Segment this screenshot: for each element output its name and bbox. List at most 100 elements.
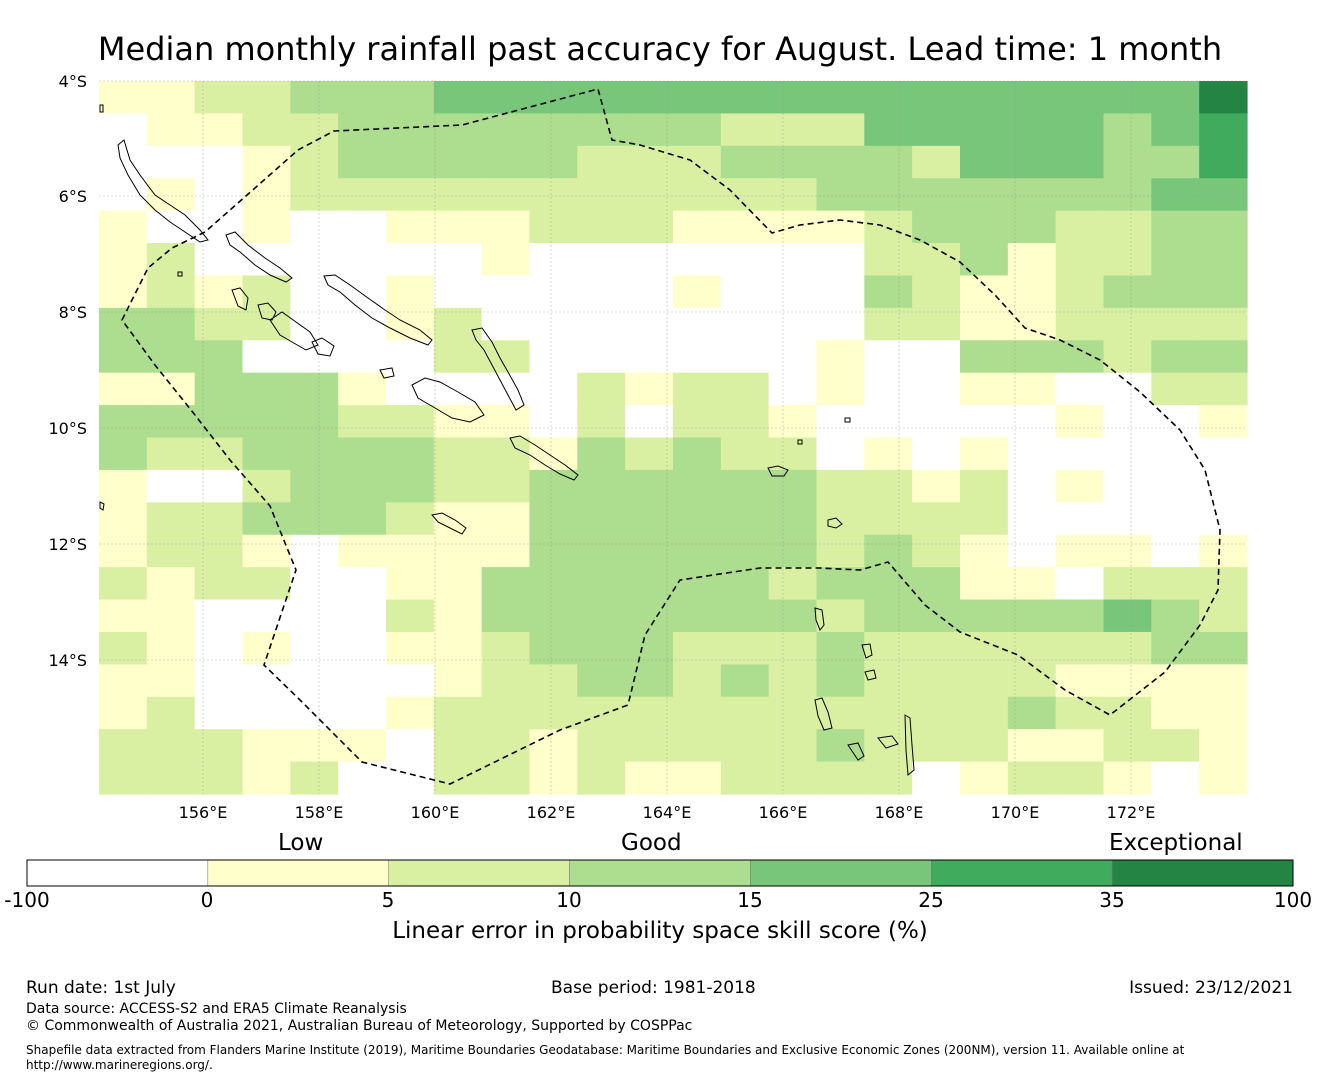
skill-cell (481, 210, 531, 244)
skill-cell (1055, 761, 1105, 795)
skill-cell (673, 437, 722, 471)
skill-cell (338, 178, 387, 212)
skill-cell (1007, 761, 1057, 795)
skill-cell (577, 210, 626, 244)
skill-cell (960, 178, 1009, 212)
skill-cell (864, 210, 913, 244)
skill-cell (290, 372, 339, 406)
skill-cell (1055, 113, 1105, 147)
skill-cell (1007, 178, 1057, 212)
skill-cell (242, 307, 291, 341)
skill-cell (816, 340, 865, 374)
island-outline (117, 139, 209, 243)
skill-cell (386, 437, 435, 471)
latitude-label: 4°S (59, 72, 87, 91)
latitude-label: 10°S (48, 419, 87, 438)
skill-cell (1151, 696, 1200, 730)
island-outlines (99, 104, 915, 777)
data-source: Data source: ACCESS-S2 and ERA5 Climate … (26, 1001, 407, 1017)
skill-cell (146, 113, 196, 147)
skill-cell (1055, 275, 1105, 309)
skill-cell (529, 729, 578, 763)
skill-cell (338, 696, 387, 730)
skill-cell (1199, 502, 1248, 536)
skill-cell (386, 113, 435, 147)
skill-cell (194, 307, 244, 341)
skill-cell (529, 178, 578, 212)
skill-cell (1151, 372, 1200, 406)
skill-cell (242, 696, 291, 730)
skill-cell (433, 761, 483, 795)
skill-cell (912, 761, 961, 795)
skill-cell (1007, 275, 1057, 309)
skill-cell (481, 761, 531, 795)
skill-cell (290, 761, 339, 795)
skill-cell (912, 275, 961, 309)
copyright-notice: © Commonwealth of Australia 2021, Austra… (26, 1018, 693, 1034)
skill-cell (720, 534, 770, 568)
skill-cell (816, 307, 865, 341)
skill-cell (433, 405, 483, 439)
skill-cell (338, 437, 387, 471)
skill-cell (1199, 113, 1248, 147)
island-outline (323, 274, 433, 346)
skill-cell (816, 761, 865, 795)
skill-cell (529, 81, 578, 115)
skill-cell (481, 243, 531, 277)
skill-cell (529, 145, 578, 179)
skill-cell (1007, 696, 1057, 730)
skill-cell (960, 469, 1009, 503)
skill-cell (625, 178, 674, 212)
skill-cell (1007, 729, 1057, 763)
skill-cell (864, 599, 913, 633)
skill-cell (433, 502, 483, 536)
skill-cell (99, 437, 148, 471)
skill-cell (768, 340, 818, 374)
skill-cell (816, 534, 865, 568)
skill-cell (242, 81, 291, 115)
skill-cell (912, 340, 961, 374)
skill-cell (577, 405, 626, 439)
skill-cell (99, 469, 148, 503)
colorbar-swatch (750, 859, 932, 887)
skill-cell (481, 275, 531, 309)
skill-cell (146, 696, 196, 730)
skill-cell (912, 469, 961, 503)
skill-cell (338, 664, 387, 698)
skill-cell (625, 437, 674, 471)
skill-cell (960, 81, 1009, 115)
skill-cell (912, 599, 961, 633)
skill-cell (338, 405, 387, 439)
skill-cell (481, 502, 531, 536)
skill-cell (1103, 113, 1152, 147)
skill-cell (99, 761, 148, 795)
skill-cell (290, 567, 339, 601)
skill-cell (960, 340, 1009, 374)
skill-cell (1055, 145, 1105, 179)
skill-cell (1199, 178, 1248, 212)
skill-cell (1151, 307, 1200, 341)
skill-cell (242, 729, 291, 763)
skill-cell (768, 729, 818, 763)
skill-cell (768, 469, 818, 503)
skill-cell (1103, 307, 1152, 341)
skill-cell (1103, 437, 1152, 471)
skill-cell (720, 405, 770, 439)
skill-cell (386, 696, 435, 730)
skill-cell (864, 81, 913, 115)
skill-cell (720, 307, 770, 341)
longitude-label: 164°E (643, 803, 692, 822)
skill-cell (577, 307, 626, 341)
skill-cell (577, 599, 626, 633)
skill-cell (433, 729, 483, 763)
skill-cell (433, 210, 483, 244)
skill-cell (1007, 567, 1057, 601)
skill-cell (481, 113, 531, 147)
skill-cell (768, 599, 818, 633)
skill-cell (673, 275, 722, 309)
skill-cell (290, 275, 339, 309)
skill-cell (99, 534, 148, 568)
skill-cell (960, 243, 1009, 277)
skill-cell (99, 567, 148, 601)
